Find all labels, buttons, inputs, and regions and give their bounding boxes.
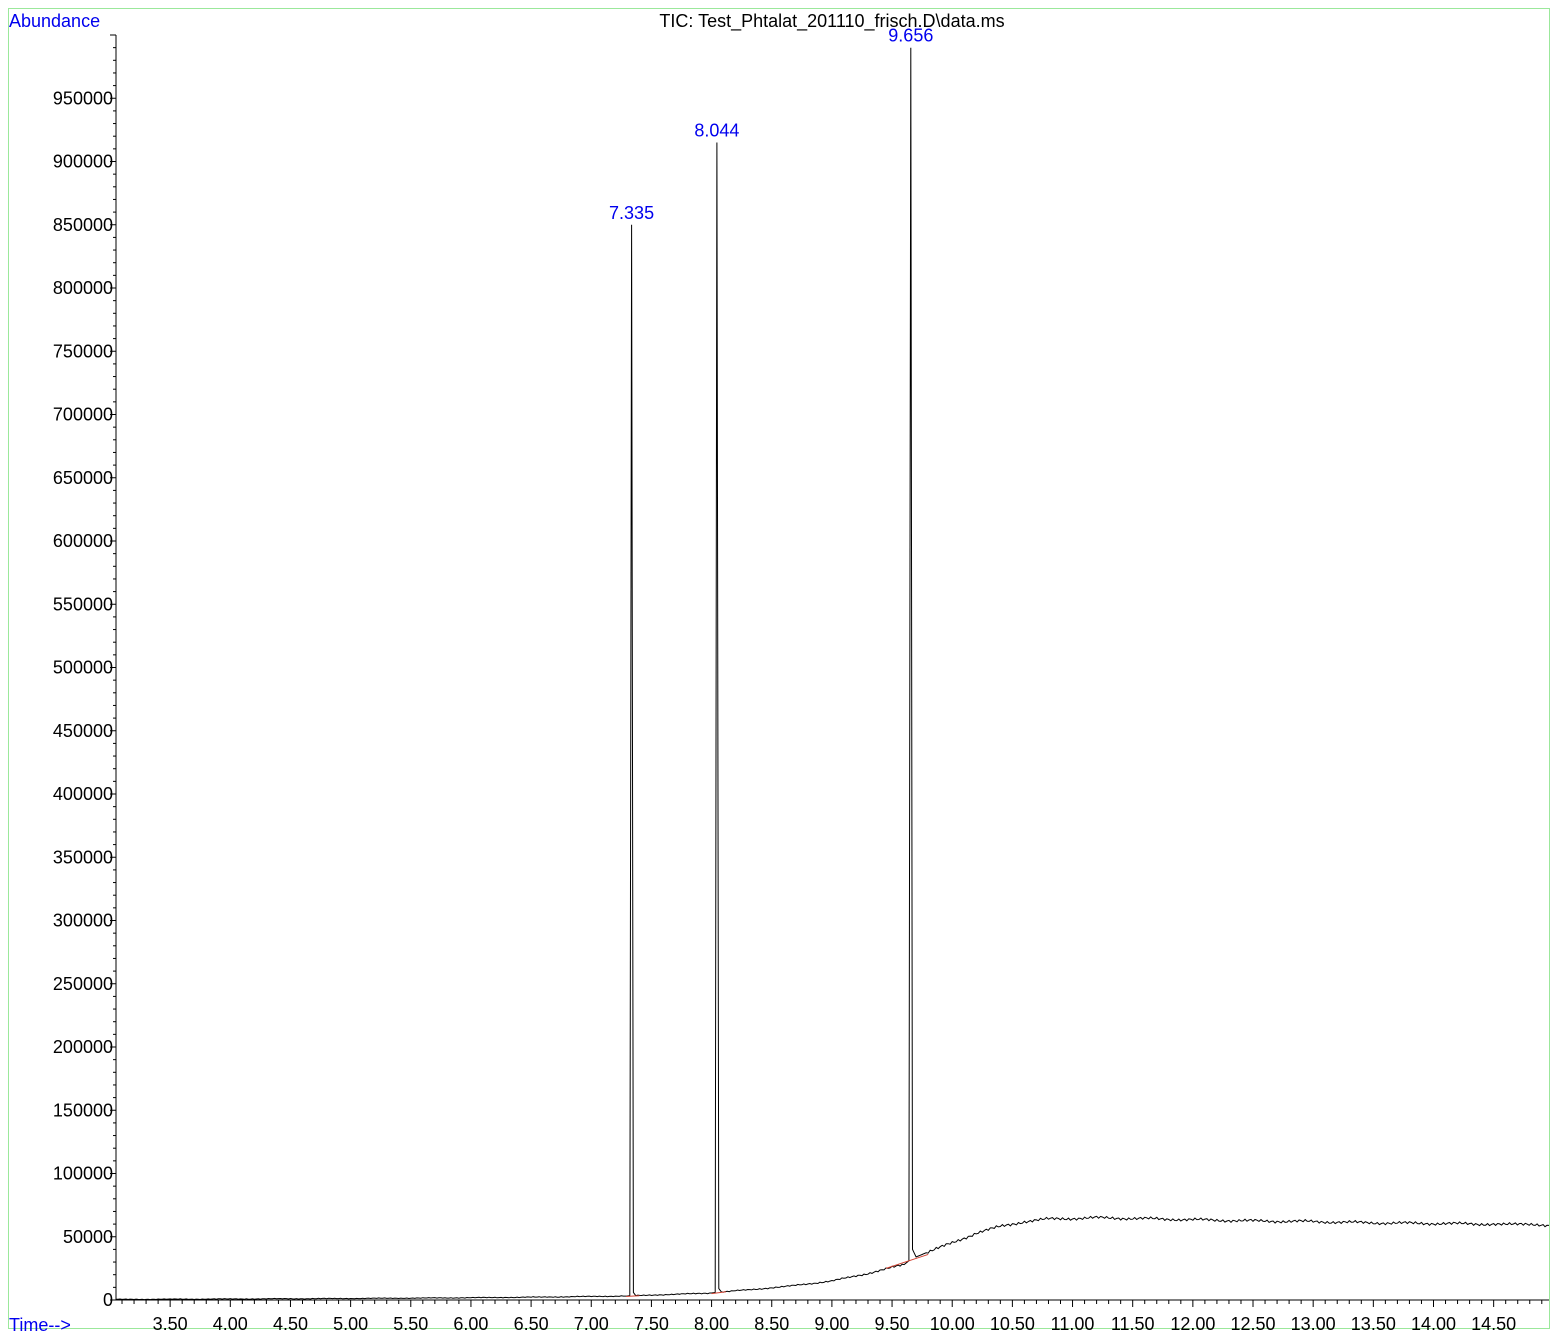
y-tick-label: 950000 [53, 88, 113, 108]
y-tick-label: 400000 [53, 784, 113, 804]
x-tick-label: 6.50 [514, 1314, 549, 1334]
y-tick-label: 250000 [53, 974, 113, 994]
y-tick-label: 0 [103, 1290, 113, 1310]
x-tick-label: 14.50 [1471, 1314, 1516, 1334]
integration-baseline [626, 1295, 640, 1297]
x-tick-label: 13.00 [1291, 1314, 1336, 1334]
y-tick-label: 800000 [53, 278, 113, 298]
peak-labels: 7.335 8.044 9.656 [609, 26, 933, 223]
y-tick-label: 650000 [53, 468, 113, 488]
y-tick-label: 350000 [53, 847, 113, 867]
y-tick-label: 300000 [53, 911, 113, 931]
x-tick-label: 7.00 [574, 1314, 609, 1334]
y-tick-label: 600000 [53, 531, 113, 551]
x-tick-label: 14.00 [1411, 1314, 1456, 1334]
x-tick-label: 9.00 [814, 1314, 849, 1334]
x-tick-label: 10.50 [990, 1314, 1035, 1334]
peak-label: 7.335 [609, 203, 654, 223]
peak-label: 9.656 [888, 26, 933, 46]
x-tick-label: 11.00 [1051, 1314, 1095, 1334]
y-tick-label: 150000 [53, 1100, 113, 1120]
x-tick-label: 12.50 [1230, 1314, 1275, 1334]
y-axis-title: Abundance [9, 11, 100, 31]
x-tick-label: 13.50 [1351, 1314, 1396, 1334]
x-tick-label: 10.00 [930, 1314, 975, 1334]
chart-title: TIC: Test_Phtalat_201110_frisch.D\data.m… [659, 11, 1004, 32]
y-tick-label: 750000 [53, 341, 113, 361]
x-tick-label: 7.50 [634, 1314, 669, 1334]
x-tick-label: 8.50 [754, 1314, 789, 1334]
y-tick-label: 850000 [53, 215, 113, 235]
y-tick-label: 100000 [53, 1164, 113, 1184]
y-axis-ticks: 0 50000 100000 150000 200000 250000 300000 3500… [53, 34, 116, 1310]
y-tick-label: 700000 [53, 405, 113, 425]
integration-baseline [711, 1291, 727, 1295]
x-axis-ticks: 3.50 4.00 4.50 5.00 5.50 6.00 6.50 7.00 7.50 8.00… [121, 1300, 1543, 1334]
y-tick-label: 200000 [53, 1037, 113, 1057]
x-tick-label: 11.50 [1111, 1314, 1155, 1334]
x-tick-label: 4.00 [213, 1314, 248, 1334]
x-tick-label: 3.50 [153, 1314, 188, 1334]
chart-frame [8, 8, 1550, 1329]
x-tick-label: 5.00 [333, 1314, 368, 1334]
y-tick-label: 900000 [53, 152, 113, 172]
y-tick-label: 500000 [53, 658, 113, 678]
x-tick-label: 5.50 [393, 1314, 428, 1334]
y-tick-label: 550000 [53, 594, 113, 614]
integration-baseline [885, 1253, 929, 1269]
x-tick-label: 9.50 [875, 1314, 910, 1334]
x-tick-label: 12.00 [1170, 1314, 1215, 1334]
peak-label: 8.044 [694, 121, 739, 141]
tic-trace-0 [116, 47, 1550, 1301]
series-layer [116, 47, 1550, 1301]
y-tick-label: 450000 [53, 721, 113, 741]
x-axis-title: Time--> [9, 1315, 71, 1334]
x-tick-label: 6.00 [453, 1314, 488, 1334]
x-tick-label: 4.50 [273, 1314, 308, 1334]
y-tick-label: 50000 [63, 1227, 113, 1247]
x-tick-label: 8.00 [694, 1314, 729, 1334]
